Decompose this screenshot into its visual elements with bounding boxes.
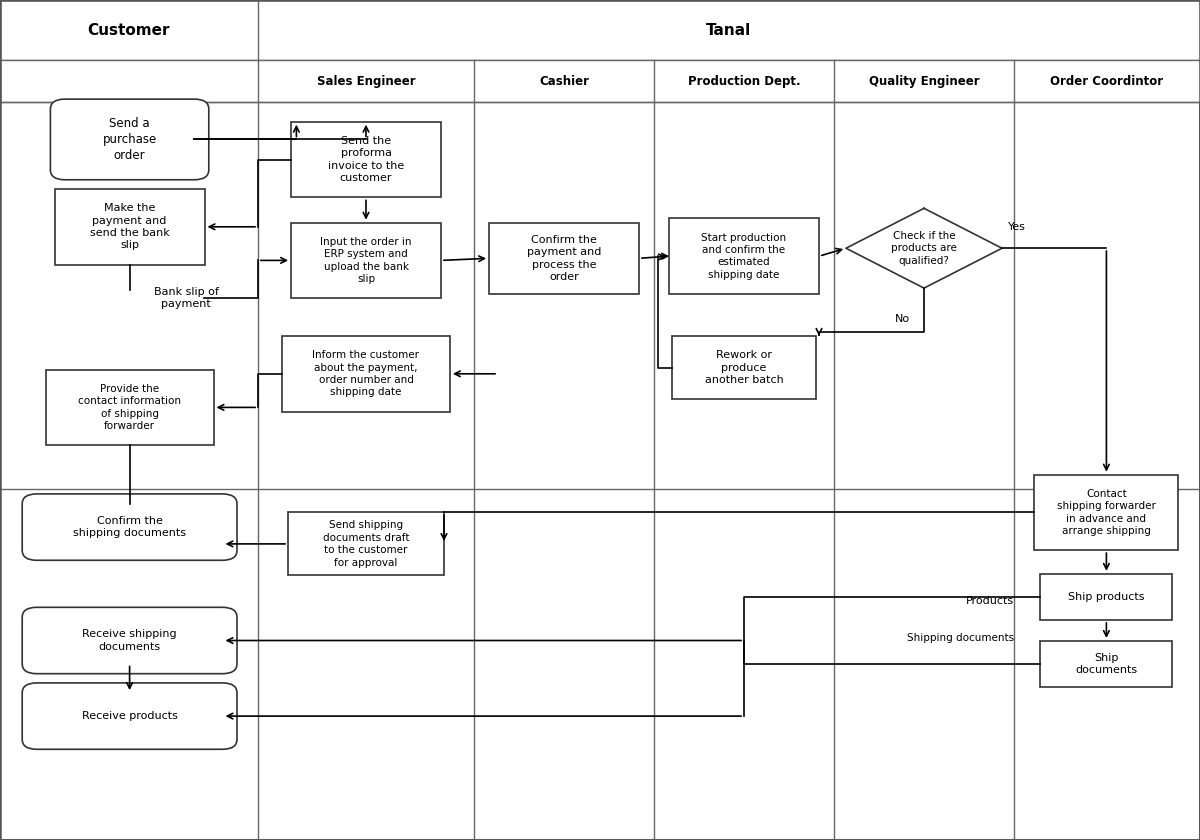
Bar [670, 218, 818, 294]
Bar [292, 223, 442, 298]
Text: Make the
payment and
send the bank
slip: Make the payment and send the bank slip [90, 203, 169, 250]
FancyBboxPatch shape [22, 494, 236, 560]
Text: Inform the customer
about the payment,
order number and
shipping date: Inform the customer about the payment, o… [312, 350, 420, 397]
Text: Bank slip of
payment: Bank slip of payment [154, 287, 218, 309]
Text: Confirm the
payment and
process the
order: Confirm the payment and process the orde… [527, 234, 601, 282]
Bar [672, 336, 816, 399]
FancyBboxPatch shape [22, 683, 236, 749]
Text: Customer: Customer [88, 23, 170, 38]
Bar [490, 223, 640, 294]
Bar [0, 0, 1200, 60]
Text: Production Dept.: Production Dept. [688, 75, 800, 88]
Text: Provide the
contact information
of shipping
forwarder: Provide the contact information of shipp… [78, 384, 181, 431]
Text: Send a
purchase
order: Send a purchase order [102, 117, 157, 162]
Bar [1034, 475, 1178, 550]
Text: Receive products: Receive products [82, 711, 178, 721]
Text: Cashier: Cashier [539, 75, 589, 88]
Text: Send shipping
documents draft
to the customer
for approval: Send shipping documents draft to the cus… [323, 520, 409, 568]
Text: Send the
proforma
invoice to the
customer: Send the proforma invoice to the custome… [328, 136, 404, 183]
Bar [0, 60, 1200, 102]
Text: Ship
documents: Ship documents [1075, 653, 1138, 675]
Text: Tanal: Tanal [707, 23, 751, 38]
Bar [292, 122, 442, 197]
Text: No: No [895, 314, 910, 324]
Text: Sales Engineer: Sales Engineer [317, 75, 415, 88]
FancyBboxPatch shape [22, 607, 236, 674]
Text: Contact
shipping forwarder
in advance and
arrange shipping: Contact shipping forwarder in advance an… [1057, 489, 1156, 536]
Text: Quality Engineer: Quality Engineer [869, 75, 979, 88]
Polygon shape [846, 208, 1002, 288]
Text: Rework or
produce
another batch: Rework or produce another batch [704, 350, 784, 385]
Text: Products: Products [966, 596, 1014, 606]
Text: Ship products: Ship products [1068, 592, 1145, 601]
Bar [46, 370, 214, 445]
FancyBboxPatch shape [50, 99, 209, 180]
Text: Yes: Yes [1008, 222, 1026, 232]
Text: Start production
and confirm the
estimated
shipping date: Start production and confirm the estimat… [702, 233, 786, 280]
Bar [1040, 574, 1172, 620]
Text: Receive shipping
documents: Receive shipping documents [83, 629, 176, 652]
Bar [282, 336, 450, 412]
Bar [1040, 641, 1172, 687]
Text: Shipping documents: Shipping documents [907, 633, 1014, 643]
Text: Check if the
products are
qualified?: Check if the products are qualified? [892, 231, 956, 265]
Bar [288, 512, 444, 575]
Text: Order Coordintor: Order Coordintor [1050, 75, 1164, 88]
Bar [55, 189, 204, 265]
Text: Confirm the
shipping documents: Confirm the shipping documents [73, 516, 186, 538]
Text: Input the order in
ERP system and
upload the bank
slip: Input the order in ERP system and upload… [320, 237, 412, 284]
